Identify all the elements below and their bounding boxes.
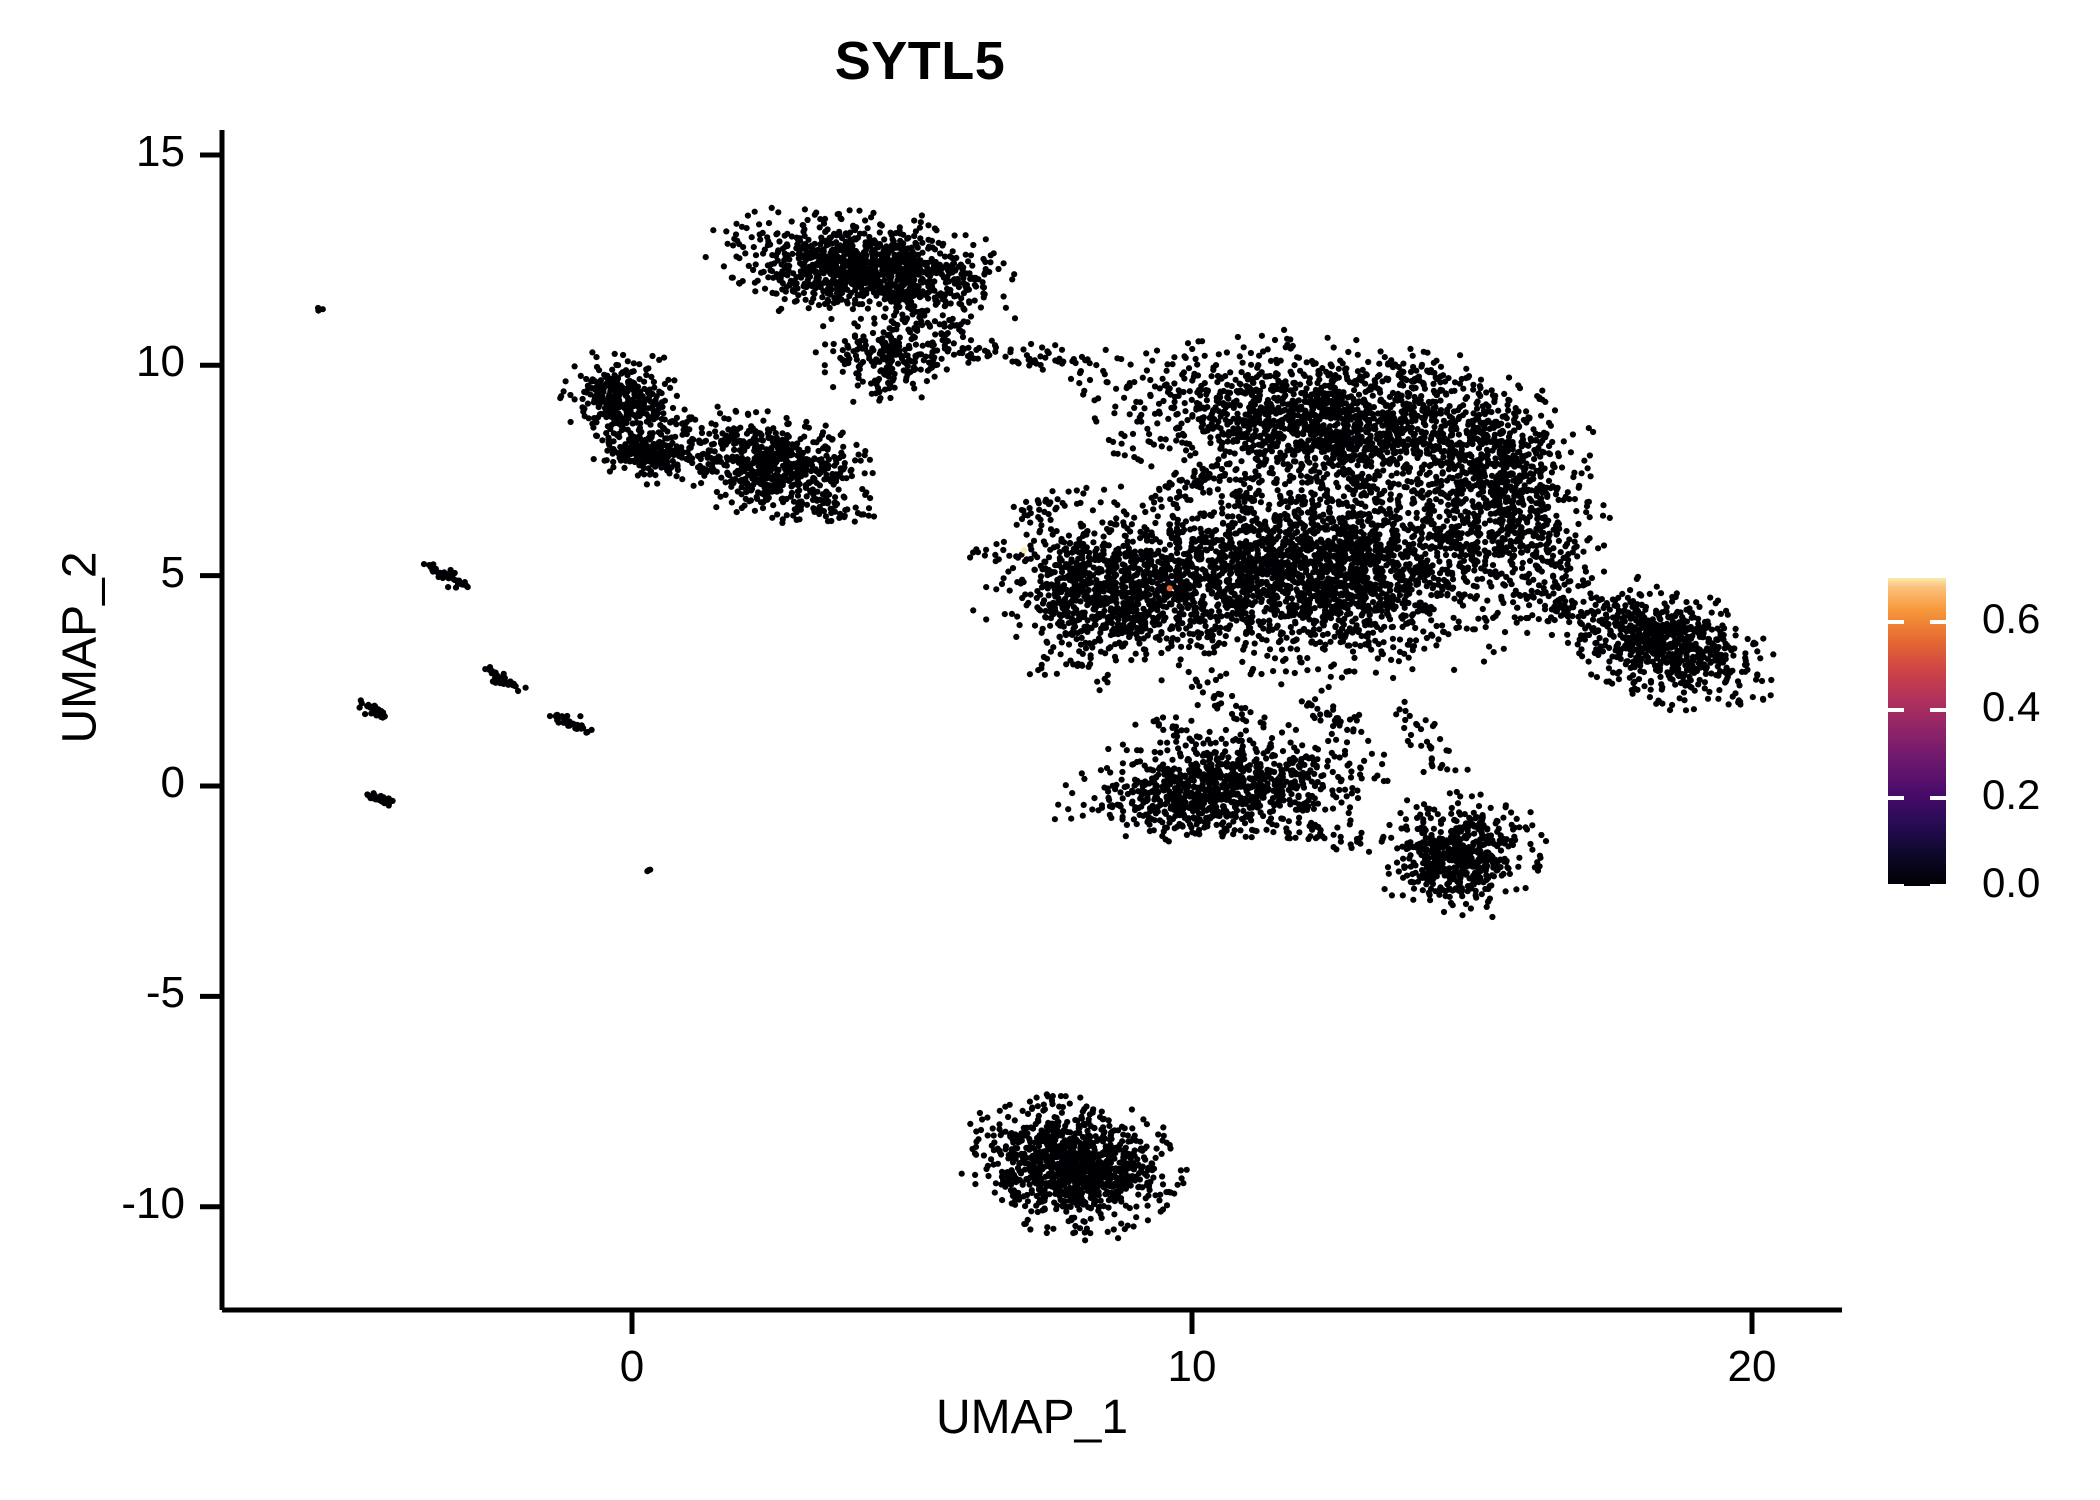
y-tick-label: 15 (136, 126, 185, 176)
y-axis-title: UMAP_2 (53, 551, 107, 744)
x-tick-label: 10 (1167, 1342, 1217, 1391)
legend-tick-label: 0.2 (1982, 771, 2041, 818)
axis-lines (200, 130, 1842, 1334)
x-tick-label: 20 (1727, 1342, 1777, 1391)
x-axis-title: UMAP_1 (935, 1391, 1129, 1444)
y-tick-label: -5 (145, 968, 185, 1018)
colorbar-legend (1888, 578, 1946, 888)
y-tick-label: 10 (136, 337, 185, 387)
y-tick-label: -10 (121, 1178, 185, 1228)
legend-tick-label: 0.0 (1982, 859, 2041, 906)
page-title: SYTL5 (834, 31, 1006, 91)
scatter-points (315, 204, 1777, 1244)
y-tick-label: 5 (160, 547, 185, 597)
y-tick-label: 0 (160, 758, 185, 807)
legend-tick-label: 0.6 (1982, 595, 2041, 642)
x-tick-label: 0 (619, 1342, 645, 1391)
legend-tick-label: 0.4 (1982, 683, 2041, 730)
